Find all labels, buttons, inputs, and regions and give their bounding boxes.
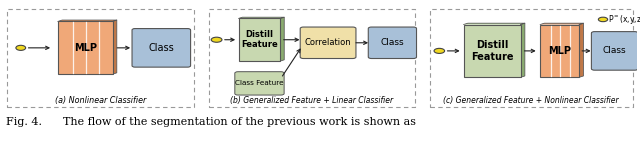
Polygon shape <box>113 20 117 74</box>
Polygon shape <box>463 23 525 25</box>
Text: P$^{=}$(x,y,z): P$^{=}$(x,y,z) <box>608 13 640 26</box>
Text: Fig. 4.      The flow of the segmentation of the previous work is shown as: Fig. 4. The flow of the segmentation of … <box>6 117 417 127</box>
Text: Feature: Feature <box>471 52 513 62</box>
Text: Distill: Distill <box>246 30 273 39</box>
Circle shape <box>211 37 222 42</box>
FancyBboxPatch shape <box>540 25 579 77</box>
Circle shape <box>434 48 445 54</box>
FancyBboxPatch shape <box>463 25 521 77</box>
FancyBboxPatch shape <box>209 9 415 107</box>
Polygon shape <box>58 20 117 21</box>
Polygon shape <box>521 23 525 77</box>
Text: MLP: MLP <box>74 43 97 53</box>
FancyBboxPatch shape <box>591 32 638 70</box>
Circle shape <box>16 45 26 50</box>
Text: Class: Class <box>381 38 404 47</box>
Text: (c) Generalized Feature + Nonlinear Classifier: (c) Generalized Feature + Nonlinear Clas… <box>444 96 619 105</box>
Polygon shape <box>579 23 584 77</box>
FancyBboxPatch shape <box>430 9 632 107</box>
Text: Class: Class <box>148 43 174 53</box>
Text: Class: Class <box>603 46 627 55</box>
Text: Correlation: Correlation <box>305 38 351 47</box>
FancyBboxPatch shape <box>239 18 280 61</box>
FancyBboxPatch shape <box>235 72 284 95</box>
Text: Class Feature: Class Feature <box>235 80 284 86</box>
Polygon shape <box>239 17 284 18</box>
Text: (b) Generalized Feature + Linear Classifier: (b) Generalized Feature + Linear Classif… <box>230 96 394 105</box>
FancyBboxPatch shape <box>7 9 195 107</box>
Text: Feature: Feature <box>241 40 278 49</box>
FancyBboxPatch shape <box>132 29 191 67</box>
Circle shape <box>598 17 607 22</box>
Polygon shape <box>540 23 584 25</box>
Text: MLP: MLP <box>548 46 572 56</box>
FancyBboxPatch shape <box>300 27 356 58</box>
Text: Distill: Distill <box>476 40 508 50</box>
FancyBboxPatch shape <box>368 27 417 58</box>
Text: (a) Nonlinear Classifier: (a) Nonlinear Classifier <box>55 96 147 105</box>
FancyBboxPatch shape <box>58 21 113 74</box>
Polygon shape <box>280 17 284 61</box>
